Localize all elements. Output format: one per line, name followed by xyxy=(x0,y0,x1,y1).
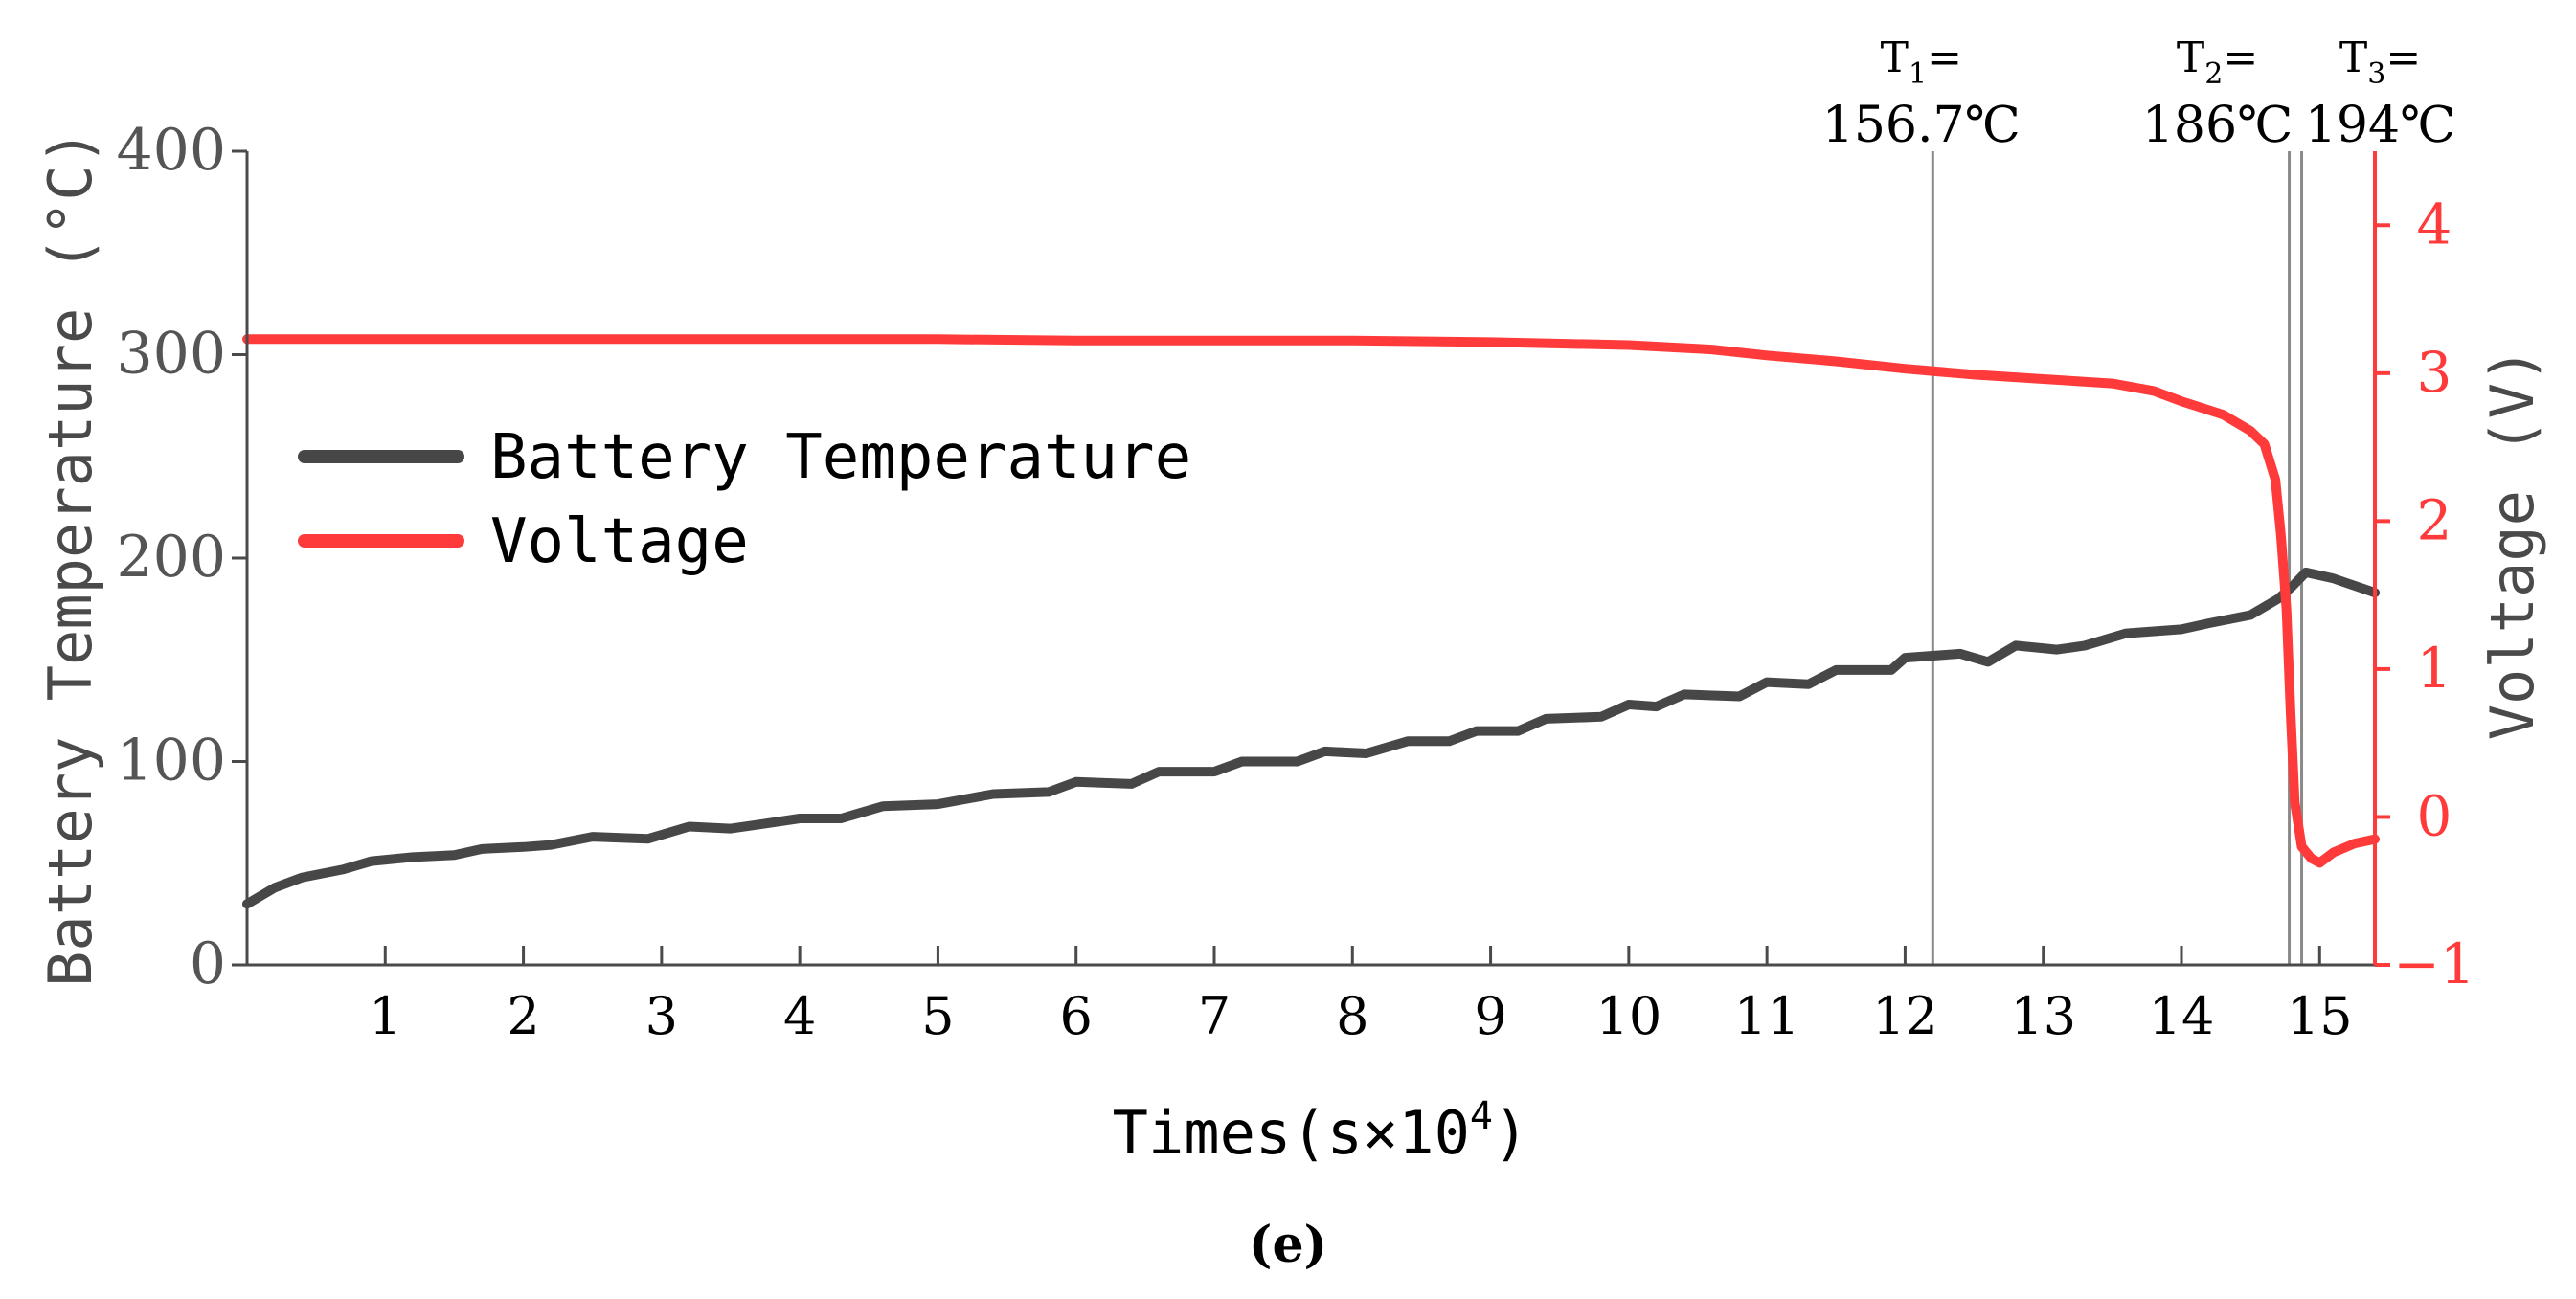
y-left-tick-label: 100 xyxy=(116,728,226,795)
y-right-tick-label: 3 xyxy=(2417,340,2452,405)
x-tick-label: 1 xyxy=(369,986,401,1046)
x-tick-label: 12 xyxy=(1872,986,1938,1046)
x-tick-label: 14 xyxy=(2149,986,2215,1046)
x-axis-label-close: ) xyxy=(1493,1098,1528,1168)
annotation-value-t3: 194℃ xyxy=(2305,97,2455,154)
annotation-label-t1: T1= xyxy=(1881,34,1962,91)
series-layer xyxy=(242,334,2380,909)
axis-labels: 1 2 3 4 5 6 7 8 9 10 11 12 13 14 150100200300400−10123… xyxy=(35,117,2547,1168)
annotation-label-eq: = xyxy=(2385,34,2421,82)
x-tick-label: 6 xyxy=(1060,986,1093,1046)
annotation-value-t2: 186℃ xyxy=(2142,97,2293,154)
x-axis-label: Times(s×104) xyxy=(1113,1094,1529,1168)
series-line-voltage xyxy=(242,334,2380,868)
x-tick-label: 11 xyxy=(1734,986,1800,1046)
x-axis-label-main: Times(s×10 xyxy=(1113,1098,1470,1168)
annotation-label-eq: = xyxy=(1927,34,1962,82)
y-right-tick-label: 0 xyxy=(2417,783,2452,848)
annotation-label-sub: 3 xyxy=(2367,57,2385,91)
legend-label-temperature: Battery Temperature xyxy=(490,422,1191,493)
x-tick-label: 10 xyxy=(1595,986,1661,1046)
x-tick-label: 8 xyxy=(1336,986,1368,1046)
annotation-label-sub: 2 xyxy=(2204,57,2223,91)
annotation-label-t3: T3= xyxy=(2339,34,2421,91)
x-tick-label: 3 xyxy=(645,986,678,1046)
y-left-tick-label: 200 xyxy=(116,524,226,591)
x-tick-label: 2 xyxy=(507,986,539,1046)
axes xyxy=(232,149,2390,967)
figure-caption: (e) xyxy=(1249,1216,1327,1274)
series-line-temperature xyxy=(242,567,2380,909)
y-left-tick-label: 400 xyxy=(116,117,226,184)
x-tick-label: 5 xyxy=(921,986,954,1046)
x-axis-label-sup: 4 xyxy=(1470,1094,1493,1138)
annotation-labels: T1=156.7℃T2=186℃T3=194℃ xyxy=(1822,34,2455,154)
annotation-label-base: T xyxy=(2177,34,2204,82)
y-left-tick-label: 0 xyxy=(190,930,226,997)
annotation-label-base: T xyxy=(2339,34,2367,82)
y-axis-right-label: Voltage (V) xyxy=(2477,347,2547,741)
x-tick-label: 9 xyxy=(1474,986,1506,1046)
x-tick-label: 4 xyxy=(783,986,816,1046)
x-tick-label: 15 xyxy=(2287,986,2353,1046)
annotation-label-base: T xyxy=(1881,34,1909,82)
y-right-tick-label: 2 xyxy=(2417,487,2452,552)
annotation-label-sub: 1 xyxy=(1909,57,1927,91)
y-right-tick-label: 1 xyxy=(2417,636,2452,701)
y-left-tick-label: 300 xyxy=(116,321,226,388)
annotation-label-t2: T2= xyxy=(2177,34,2258,91)
annotation-label-eq: = xyxy=(2223,34,2258,82)
y-axis-left-label: Battery Temperature (°C) xyxy=(35,129,105,987)
x-tick-label: 13 xyxy=(2010,986,2076,1046)
legend-label-voltage: Voltage xyxy=(490,506,749,577)
y-right-tick-label: 4 xyxy=(2417,191,2452,257)
y-right-tick-label: −1 xyxy=(2393,931,2475,997)
x-tick-label: 7 xyxy=(1198,986,1231,1046)
legend: Battery Temperature Voltage xyxy=(298,422,1191,577)
annotation-value-t1: 156.7℃ xyxy=(1822,97,2021,154)
